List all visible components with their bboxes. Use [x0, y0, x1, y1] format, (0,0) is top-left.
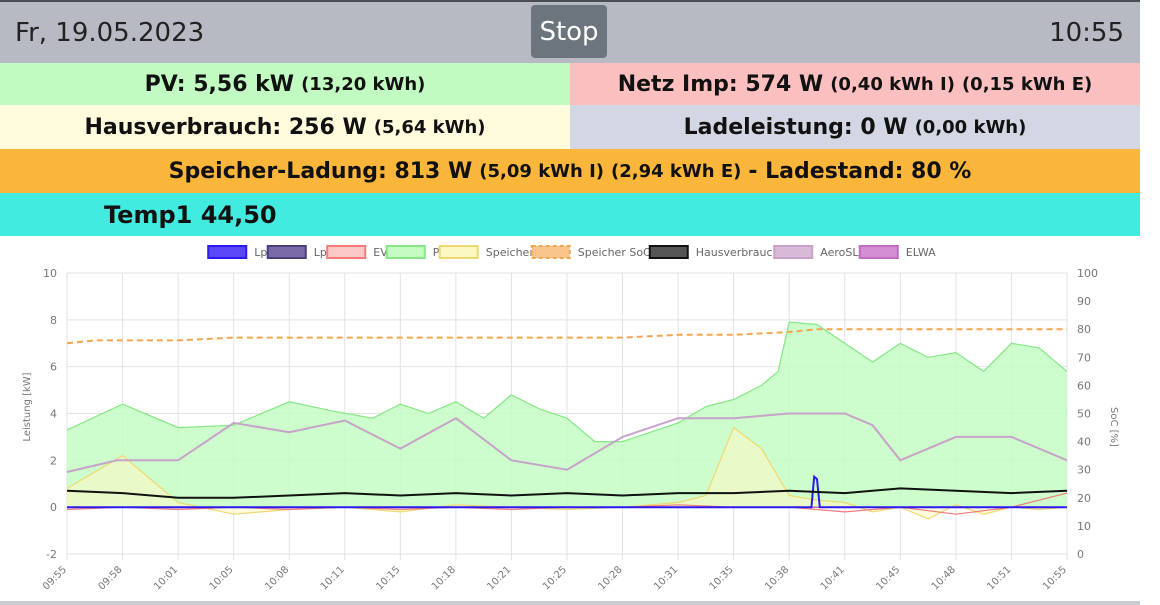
x-tick-label: 10:01: [152, 564, 180, 592]
y-tick-label-right: 100: [1077, 267, 1098, 280]
legend-label: Speicher SoC: [578, 246, 651, 259]
netz-tile[interactable]: Netz Imp: 574 W (0,40 kWh I) (0,15 kWh E…: [570, 63, 1140, 105]
x-tick-label: 10:25: [541, 564, 569, 592]
y-tick-label-right: 80: [1077, 323, 1091, 336]
legend-swatch-hausverbrauch: [648, 245, 689, 259]
pv-tile[interactable]: PV: 5,56 kW (13,20 kWh): [0, 63, 570, 105]
netz-export-energy: (0,15 kWh E): [961, 73, 1093, 95]
y-axis-label-right: SoC [%]: [1108, 407, 1119, 447]
legend-swatch-aeroslm: [773, 245, 814, 259]
y-tick-label-right: 10: [1077, 520, 1091, 533]
series-hausverbrauch-line: [66, 487, 1068, 499]
y-tick-label-left: 10: [43, 267, 57, 280]
y-tick-label-right: 0: [1077, 548, 1084, 561]
netz-import-energy: (0,40 kWh I): [830, 73, 955, 95]
speicher-ladestand: - Ladestand: 80 %: [748, 158, 972, 184]
legend-swatch-pv: [385, 245, 426, 259]
x-tick-label: 10:45: [874, 564, 902, 592]
series-aeroslm-line: [66, 412, 1068, 473]
x-tick-label: 10:35: [708, 564, 736, 592]
stop-button[interactable]: Stop: [531, 5, 607, 58]
series-pv-line: [66, 321, 1068, 443]
x-tick-label: 10:38: [763, 564, 791, 592]
x-tick-label: 10:08: [263, 564, 291, 592]
ladeleistung-energy: (0,00 kWh): [914, 116, 1027, 138]
netz-power: Netz Imp: 574 W: [617, 71, 824, 97]
legend-swatch-speicher: [438, 245, 479, 259]
y-tick-label-left: 4: [50, 408, 57, 421]
legend-swatch-elwa: [858, 245, 899, 259]
temp-value: Temp1 44,50: [104, 200, 277, 229]
pv-power: PV: 5,56 kW: [144, 71, 295, 97]
legend-label: Speicher: [486, 246, 535, 259]
series-speicher-soc-line: [66, 328, 1067, 345]
y-axis-label-left: Leistung [kW]: [22, 372, 33, 441]
y-tick-label-left: -2: [46, 548, 57, 561]
legend-label: AeroSLM: [820, 246, 868, 259]
legend-swatch-speicher-soc: [530, 245, 571, 259]
ladeleistung-tile[interactable]: Ladeleistung: 0 W (0,00 kWh): [570, 105, 1140, 149]
hausverbrauch-energy: (5,64 kWh): [373, 116, 486, 138]
x-tick-label: 09:58: [97, 564, 125, 592]
legend-swatch-lp1: [207, 245, 248, 259]
x-tick-label: 10:05: [208, 564, 236, 592]
x-tick-label: 10:55: [1041, 564, 1069, 592]
y-tick-label-right: 40: [1077, 436, 1091, 449]
y-tick-label-left: 8: [50, 314, 57, 327]
chart-legend: Lp1Lp2EVUPVSpeicherSpeicher SoCHausverbr…: [207, 245, 936, 259]
y-tick-label-right: 20: [1077, 492, 1091, 505]
legend-label: ELWA: [906, 246, 936, 259]
y-tick-label-left: 2: [50, 454, 57, 467]
speicher-power: Speicher-Ladung: 813 W: [168, 158, 473, 184]
x-tick-label: 10:18: [430, 564, 458, 592]
y-tick-label-right: 60: [1077, 379, 1091, 392]
y-tick-label-right: 70: [1077, 351, 1091, 364]
speicher-import-energy: (5,09 kWh I): [479, 160, 605, 182]
x-tick-label: 10:15: [374, 564, 402, 592]
chart-series: [66, 321, 1068, 520]
pv-energy: (13,20 kWh): [301, 73, 426, 95]
time-display: 10:55: [1049, 18, 1124, 48]
y-tick-label-left: 6: [50, 361, 57, 374]
x-tick-label: 10:11: [319, 564, 347, 592]
x-tick-label: 10:51: [985, 564, 1013, 592]
header-bar: Fr, 19.05.2023 Stop 10:55: [0, 2, 1140, 63]
speicher-export-energy: (2,94 kWh E): [611, 160, 742, 182]
speicher-tile[interactable]: Speicher-Ladung: 813 W (5,09 kWh I) (2,9…: [0, 149, 1140, 193]
hausverbrauch-power: Hausverbrauch: 256 W: [84, 114, 367, 140]
legend-swatch-evu: [326, 245, 367, 259]
y-tick-label-right: 90: [1077, 295, 1091, 308]
y-tick-label-left: 0: [50, 501, 57, 514]
series-pv-area: [67, 322, 1067, 508]
x-tick-label: 10:28: [597, 564, 625, 592]
hausverbrauch-tile[interactable]: Hausverbrauch: 256 W (5,64 kWh): [0, 105, 570, 149]
x-tick-label: 10:21: [485, 564, 513, 592]
bottom-border: [0, 601, 1140, 605]
x-tick-label: 10:41: [819, 564, 847, 592]
legend-swatch-lp2: [266, 245, 307, 259]
y-tick-label-right: 30: [1077, 464, 1091, 477]
series-lp1-line: [67, 474, 1067, 509]
top-border: [0, 0, 1140, 2]
legend-label: Hausverbrauch: [696, 246, 780, 259]
y-tick-label-right: 50: [1077, 408, 1091, 421]
temp-tile: Temp1 44,50: [0, 193, 1140, 236]
ladeleistung-power: Ladeleistung: 0 W: [683, 114, 908, 140]
x-tick-label: 10:48: [930, 564, 958, 592]
x-tick-label: 09:55: [41, 564, 69, 592]
date-display: Fr, 19.05.2023: [15, 18, 205, 48]
x-tick-label: 10:31: [652, 564, 680, 592]
power-chart[interactable]: Lp1Lp2EVUPVSpeicherSpeicher SoCHausverbr…: [0, 236, 1140, 605]
